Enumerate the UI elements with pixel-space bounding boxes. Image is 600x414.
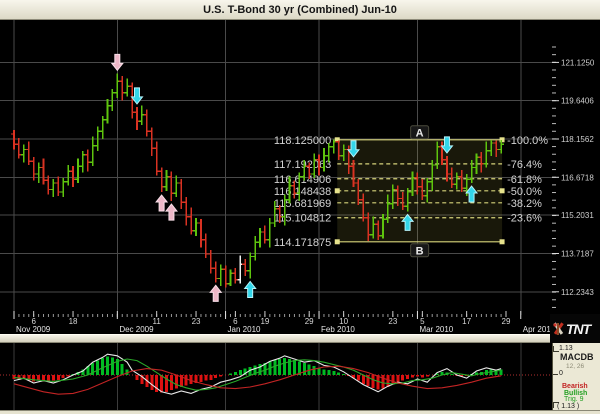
fib-price-label: 114.171875 [274,237,331,249]
axis-day-label: 18 [69,317,78,326]
pink-up-arrow[interactable] [155,194,169,212]
price-bars [11,73,505,288]
indicator-info-panel: 1.13 MACDB 12, 26 0 Bearish Bullish Trig… [552,343,600,410]
fib-point-label: A [416,127,424,139]
axis-day-label: 29 [305,317,314,326]
price-axis-label: 121.1250 [561,58,595,67]
cyan-up-arrow[interactable] [243,280,257,298]
gridlines [0,20,552,315]
legend-bearish: Bearish [562,383,588,390]
axis-month-label: Jan 2010 [228,325,261,334]
cyan-down-arrow[interactable] [346,140,361,158]
fib-price-label: 116.614906 [274,174,331,186]
fib-price-label: 117.192063 [274,159,331,171]
axis-month-label: Dec 2009 [119,325,154,334]
legend-bullish: Bullish [564,390,588,397]
cyan-down-arrow[interactable] [130,87,144,105]
price-axis-label: 115.2031 [561,211,594,220]
axis-day-label: 29 [502,317,511,326]
tnt-logo-icon [553,321,564,335]
window-bottom-edge [0,410,600,414]
cyan-up-arrow[interactable] [401,213,415,231]
axis-month-label: Nov 2009 [16,325,51,334]
fib-point-badge[interactable] [410,125,430,140]
window-title: U.S. T-Bond 30 yr (Combined) Jun-10 [203,3,397,16]
fib-price-label: 115.681969 [274,198,331,210]
fib-handle[interactable] [334,188,340,194]
axis-day-label: 23 [192,317,201,326]
fib-price-label: 116.148438 [274,186,331,198]
axis-day-label: 6 [31,317,36,326]
axis-day-label: 11 [153,317,162,326]
price-axis-label: 113.7187 [561,249,594,258]
axis-day-label: 10 [339,317,348,326]
price-chart-canvas[interactable]: 118.125000 -100.0% 117.192063 -76.4% 116.614… [0,20,600,334]
fib-point-label: B [416,245,424,257]
fib-percent-label: -100.0% [507,135,548,147]
fib-handle[interactable] [334,239,340,245]
macd-scale-top: 1.13 [559,345,573,352]
axis-day-label: 23 [388,317,397,326]
signal-line [13,358,502,391]
price-axis[interactable]: 121.1250 119.6406 118.1562 116.6718 115.2031… [552,46,595,308]
fib-percent-label: -76.4% [507,159,542,171]
fib-handle[interactable] [499,137,505,143]
axis-month-label: Apr 201 [523,325,552,334]
axis-month-label: Feb 2010 [321,325,355,334]
fib-handle[interactable] [334,137,340,143]
axis-month-label: Mar 2010 [419,325,453,334]
fib-point-badge[interactable] [410,243,430,258]
legend-trigger: Trig. 9 [564,396,584,403]
time-axis[interactable]: 6 18 11 23 6 19 29 10 23 5 17 29 Nov 2009 Dec 2009 Jan… [13,311,552,334]
tnt-logo: TNT [550,314,600,343]
axis-day-label: 19 [260,317,269,326]
pink-up-arrow[interactable] [209,284,223,302]
macd-gridlines [13,343,522,410]
indicator-name[interactable]: MACDB [560,352,594,362]
tnt-logo-text: TNT [566,320,591,337]
axis-day-label: 17 [462,317,471,326]
macd-current-value: ( 1.13 ) [557,403,580,410]
indicator-params: 12, 26 [566,363,585,370]
fib-percent-label: -23.6% [507,213,542,225]
macd-chart-canvas[interactable] [0,343,552,410]
price-axis-label: 119.6406 [561,97,594,106]
cyan-up-arrow[interactable] [465,185,479,203]
price-axis-label: 118.1562 [561,135,594,144]
trade-arrows[interactable] [110,53,479,302]
pink-down-arrow[interactable] [110,53,124,72]
axis-day-label: 5 [420,317,425,326]
price-axis-label: 112.2343 [561,288,594,297]
axis-day-label: 6 [233,317,238,326]
panel-separator[interactable] [0,334,600,343]
fib-handle[interactable] [499,188,505,194]
window-title-bar[interactable]: U.S. T-Bond 30 yr (Combined) Jun-10 [0,0,600,20]
fib-price-label: 118.125000 [274,135,331,147]
zero-tick [553,374,558,375]
scale-bracket-bottom [553,402,559,408]
fib-percent-label: -38.2% [507,198,542,210]
fib-percent-label: -50.0% [507,186,542,198]
fib-handle[interactable] [499,239,505,245]
price-axis-label: 116.6718 [561,173,594,182]
pink-up-arrow[interactable] [164,203,178,221]
fib-percent-label: -61.8% [507,174,542,186]
scale-bracket-top [553,346,559,352]
cyan-down-arrow[interactable] [440,136,454,154]
macd-zero-label: 0 [559,370,563,377]
slow-line [13,365,502,395]
fib-price-label: 115.104812 [274,213,331,225]
